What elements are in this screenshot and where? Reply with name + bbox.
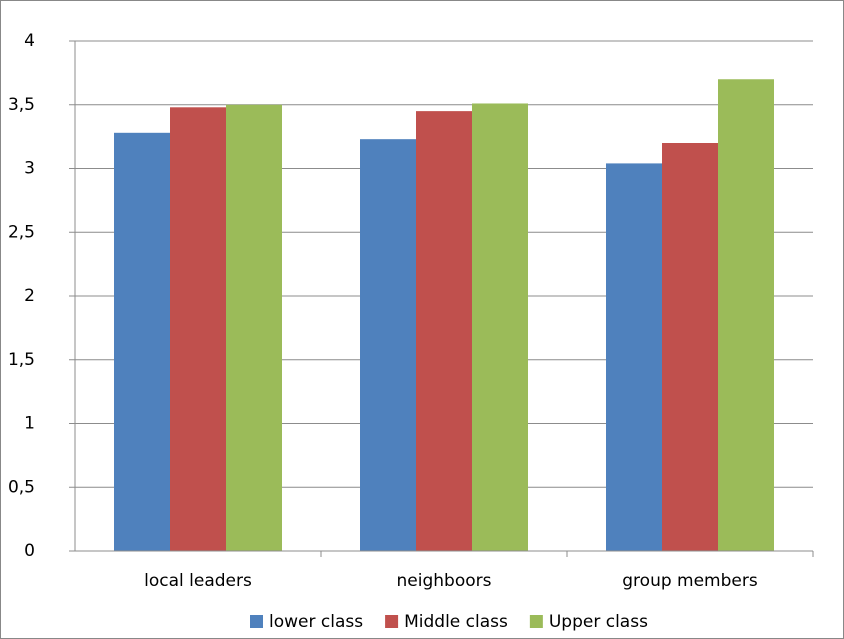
legend-swatch (250, 615, 263, 628)
bar (606, 163, 662, 551)
legend-label: Middle class (404, 612, 508, 632)
bar (170, 107, 226, 552)
bar (226, 104, 282, 551)
bar (416, 111, 472, 551)
y-tick-label: 3,5 (8, 95, 35, 115)
y-tick-label: 1 (24, 414, 35, 434)
legend-label: lower class (269, 612, 363, 632)
bar (360, 139, 416, 552)
y-tick-label: 4 (24, 31, 35, 51)
legend-swatch (529, 615, 543, 628)
bar (718, 79, 774, 551)
x-tick-label: neighboors (397, 571, 492, 591)
y-tick-label: 1,5 (8, 350, 35, 370)
x-tick-label: group members (622, 571, 758, 591)
y-tick-label: 2 (24, 286, 35, 306)
y-tick-label: 3 (24, 159, 35, 179)
x-tick-label: local leaders (144, 571, 252, 591)
bar (472, 103, 528, 551)
legend-swatch (385, 615, 399, 628)
y-tick-label: 0,5 (8, 477, 35, 497)
y-tick-label: 0 (24, 541, 35, 561)
bar (662, 143, 718, 551)
legend-label: Upper class (549, 612, 648, 632)
y-tick-label: 2,5 (8, 222, 35, 242)
bar (114, 132, 170, 552)
